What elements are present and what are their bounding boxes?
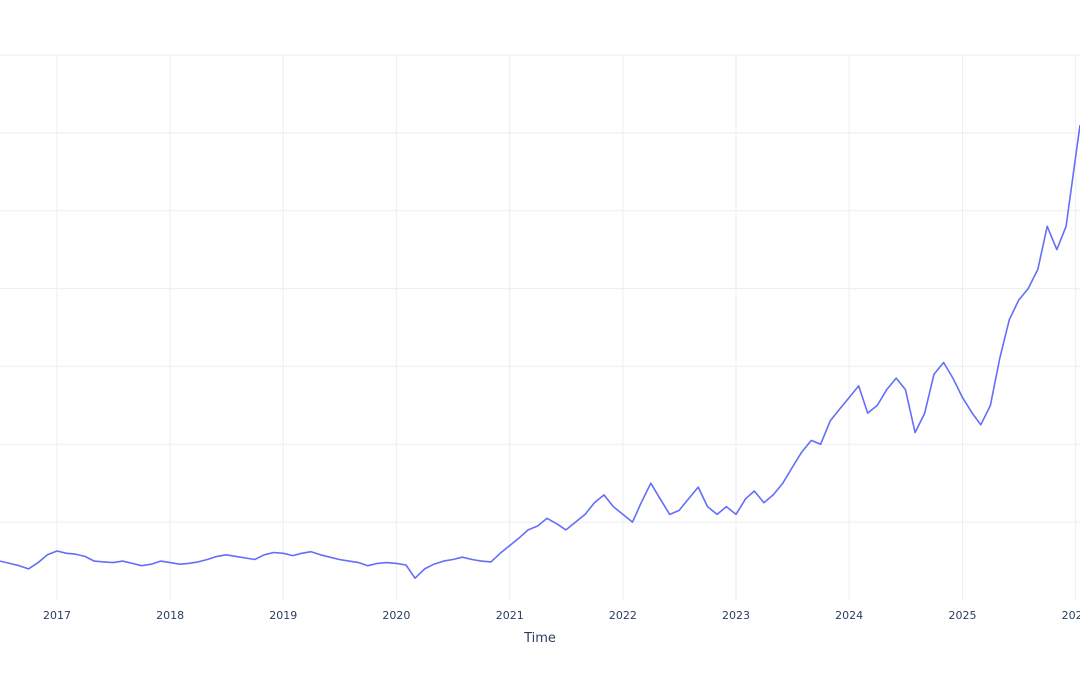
grid	[0, 54, 1080, 600]
x-tick-label: 2021	[496, 609, 524, 622]
x-tick-label: 2017	[43, 609, 71, 622]
x-tick-label: 2026	[1062, 609, 1080, 622]
x-axis-title: Time	[523, 631, 556, 646]
x-tick-label: 2023	[722, 609, 750, 622]
x-axis: 2017 2018 2019 2020 2021 2022 2023 2024 2025 2026	[43, 609, 1080, 622]
x-tick-label: 2022	[609, 609, 637, 622]
x-tick-label: 2019	[269, 609, 297, 622]
series-line	[0, 124, 1080, 579]
x-tick-label: 2025	[949, 609, 977, 622]
x-tick-label: 2024	[835, 609, 863, 622]
series-layer	[0, 124, 1080, 579]
x-tick-label: 2018	[156, 609, 184, 622]
x-tick-label: 2020	[382, 609, 410, 622]
